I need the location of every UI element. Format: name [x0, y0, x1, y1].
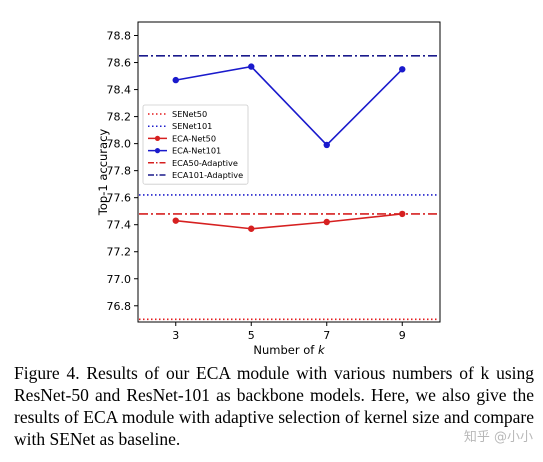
data-point — [172, 76, 179, 84]
watermark-text: 知乎 @小小 — [463, 430, 533, 445]
y-tick-label: 77.2 — [107, 246, 132, 259]
x-tick-label: 9 — [399, 329, 406, 342]
legend-label: ECA101-Adaptive — [172, 170, 243, 180]
legend-box — [142, 104, 249, 185]
x-tick-label: 7 — [323, 329, 330, 342]
y-tick-label: 77.0 — [107, 273, 132, 286]
y-tick-label: 78.4 — [107, 84, 132, 97]
data-point — [172, 217, 179, 224]
y-axis-label: Top-1 accuracy — [96, 129, 110, 217]
legend-marker — [154, 135, 161, 141]
y-tick-label: 78.0 — [107, 138, 132, 151]
y-tick-label: 76.8 — [107, 300, 132, 313]
legend-label: ECA50-Adaptive — [172, 158, 238, 168]
series-line-3 — [175, 65, 403, 147]
plot-frame — [137, 21, 441, 323]
x-tick-label: 3 — [172, 329, 179, 342]
data-point — [323, 218, 330, 226]
y-tick-label: 78.8 — [107, 30, 132, 43]
legend-label: SENet101 — [172, 121, 212, 131]
x-axis-label: Number of k — [253, 343, 326, 357]
data-point — [323, 141, 330, 149]
series-line-2 — [175, 213, 403, 230]
figure-caption: Figure 4. Results of our ECA module with… — [14, 363, 534, 449]
data-point — [399, 66, 406, 73]
legend-label: SENet50 — [172, 109, 207, 119]
y-tick-label: 78.2 — [107, 111, 132, 124]
x-tick-label: 5 — [248, 329, 255, 342]
y-tick-label: 77.8 — [107, 165, 132, 178]
legend-label: ECA-Net50 — [172, 133, 216, 143]
data-point — [248, 225, 255, 232]
y-tick-label: 78.6 — [107, 57, 132, 70]
data-point — [248, 63, 255, 70]
y-tick-label: 77.6 — [107, 192, 132, 205]
legend-marker — [154, 148, 161, 154]
y-tick-label: 77.4 — [107, 219, 132, 232]
legend-label: ECA-Net101 — [172, 146, 221, 156]
